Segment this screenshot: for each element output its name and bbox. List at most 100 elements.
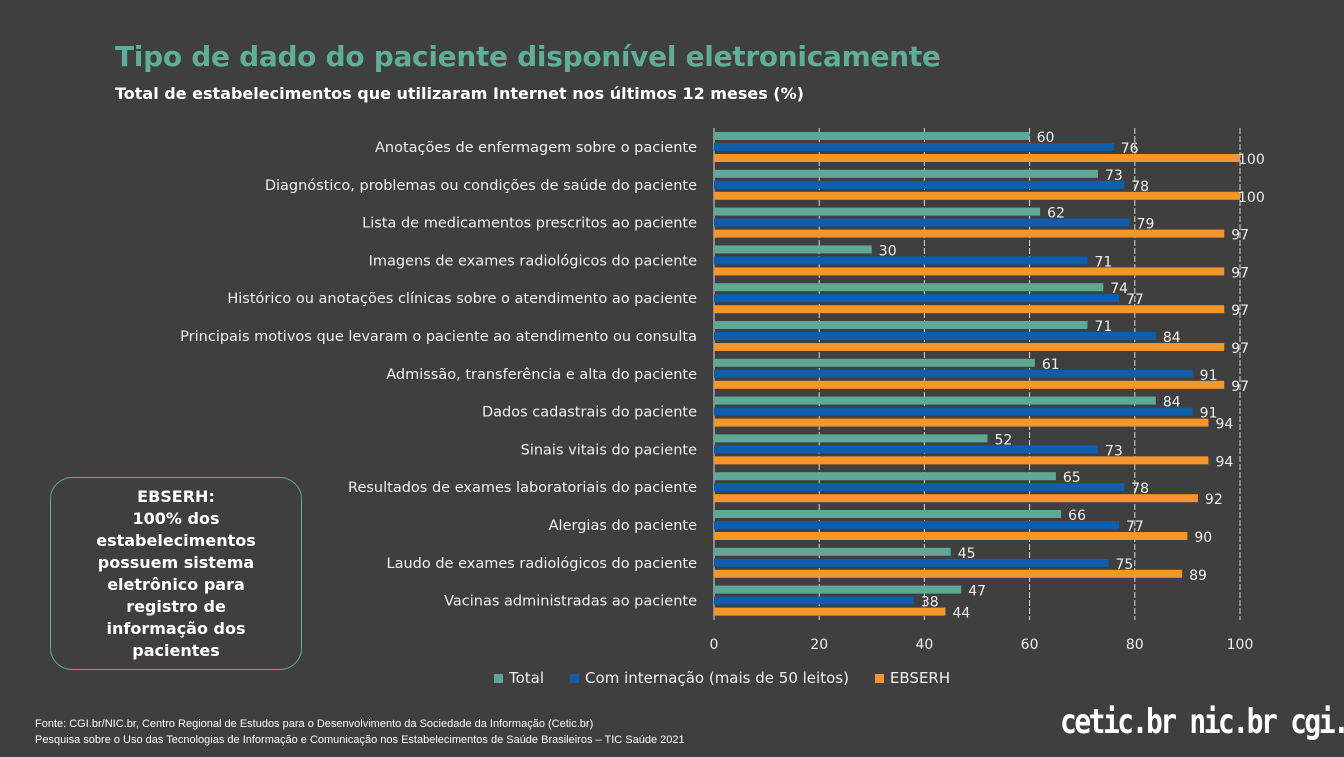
data-label: 100 bbox=[1238, 190, 1265, 206]
bar bbox=[714, 607, 946, 616]
data-label: 97 bbox=[1231, 228, 1249, 244]
data-label: 44 bbox=[952, 606, 970, 622]
bar bbox=[714, 472, 1056, 481]
data-label: 78 bbox=[1131, 481, 1149, 497]
bar bbox=[714, 396, 1156, 405]
x-tick-label: 0 bbox=[710, 637, 719, 653]
legend: Total Com internação (mais de 50 leitos) E… bbox=[494, 669, 950, 687]
data-label: 92 bbox=[1205, 492, 1223, 508]
data-label: 94 bbox=[1215, 417, 1233, 433]
legend-swatch bbox=[494, 673, 503, 683]
data-label: 60 bbox=[1037, 130, 1055, 146]
data-label: 66 bbox=[1068, 508, 1086, 524]
legend-item: EBSERH bbox=[874, 669, 951, 687]
data-label: 78 bbox=[1131, 179, 1149, 195]
category-label: Laudo de exames radiológicos do paciente bbox=[387, 556, 698, 572]
legend-item: Total bbox=[494, 669, 544, 687]
data-label: 73 bbox=[1105, 168, 1123, 184]
data-label: 77 bbox=[1126, 519, 1144, 535]
bar bbox=[714, 267, 1225, 276]
category-label: Sinais vitais do paciente bbox=[521, 442, 697, 458]
data-label: 97 bbox=[1231, 303, 1249, 319]
category-label: Histórico ou anotações clínicas sobre o … bbox=[227, 291, 697, 307]
logo-nic: nic.br bbox=[1189, 702, 1277, 742]
logos: cetic.br nic.br cgi.br bbox=[1060, 702, 1344, 742]
ebserh-callout: EBSERH: 100% dos estabelecimentos possue… bbox=[50, 477, 302, 670]
bar bbox=[714, 569, 1183, 578]
data-label: 97 bbox=[1231, 265, 1249, 281]
data-label: 75 bbox=[1116, 557, 1134, 573]
bar bbox=[714, 585, 962, 594]
data-label: 91 bbox=[1200, 406, 1218, 422]
bar bbox=[714, 143, 1114, 151]
bar bbox=[714, 418, 1209, 427]
bar bbox=[714, 343, 1225, 351]
bar bbox=[714, 256, 1088, 265]
source-note: Fonte: CGI.br/NIC.br, Centro Regional de… bbox=[35, 716, 685, 748]
bar bbox=[714, 132, 1030, 140]
x-tick-label: 100 bbox=[1227, 637, 1254, 653]
data-label: 73 bbox=[1105, 443, 1123, 459]
category-label: Principais motivos que levaram o pacient… bbox=[180, 329, 697, 345]
bar bbox=[714, 445, 1098, 454]
category-label: Diagnóstico, problemas ou condições de s… bbox=[265, 178, 697, 194]
legend-swatch bbox=[874, 673, 884, 683]
legend-swatch bbox=[570, 673, 580, 683]
category-label: Lista de medicamentos prescritos ao paci… bbox=[362, 216, 697, 232]
bar bbox=[714, 229, 1225, 238]
data-label: 89 bbox=[1189, 568, 1207, 584]
bar bbox=[714, 154, 1240, 162]
bar bbox=[714, 380, 1225, 389]
chart-subtitle: Total de estabelecimentos que utilizaram… bbox=[115, 84, 804, 103]
bar bbox=[714, 521, 1120, 529]
data-label: 65 bbox=[1063, 470, 1081, 486]
bar bbox=[714, 369, 1193, 378]
legend-label: EBSERH bbox=[889, 669, 951, 687]
legend-label: Total bbox=[509, 669, 545, 687]
data-label: 71 bbox=[1094, 254, 1112, 270]
bar bbox=[714, 456, 1209, 465]
x-tick-label: 20 bbox=[810, 637, 828, 653]
data-label: 52 bbox=[995, 432, 1013, 448]
category-label: Imagens de exames radiológicos do pacien… bbox=[369, 253, 698, 269]
x-tick-label: 80 bbox=[1126, 637, 1144, 653]
bar bbox=[714, 547, 951, 556]
bar bbox=[714, 532, 1188, 540]
callout-body: 100% dos estabelecimentos possuem sistem… bbox=[96, 508, 256, 660]
bar bbox=[714, 558, 1109, 567]
bar bbox=[714, 510, 1062, 518]
data-label: 79 bbox=[1137, 217, 1155, 233]
bar bbox=[714, 207, 1041, 216]
category-label: Resultados de exames laboratoriais do pa… bbox=[348, 480, 697, 496]
category-label: Alergias do paciente bbox=[549, 518, 697, 534]
data-label: 74 bbox=[1110, 281, 1128, 297]
legend-label: Com internação (mais de 50 leitos) bbox=[585, 669, 849, 687]
chart-title: Tipo de dado do paciente disponível elet… bbox=[115, 40, 941, 73]
category-label: Admissão, transferência e alta do pacien… bbox=[386, 367, 697, 383]
data-label: 97 bbox=[1231, 341, 1249, 357]
data-label: 30 bbox=[879, 243, 897, 259]
data-label: 100 bbox=[1238, 152, 1265, 168]
bar bbox=[714, 596, 914, 605]
data-label: 47 bbox=[968, 584, 986, 600]
callout-heading: EBSERH: bbox=[137, 486, 215, 506]
bar bbox=[714, 483, 1125, 492]
data-label: 77 bbox=[1126, 292, 1144, 308]
bar bbox=[714, 191, 1240, 200]
data-label: 38 bbox=[921, 595, 939, 611]
data-label: 94 bbox=[1215, 454, 1233, 470]
data-label: 90 bbox=[1194, 530, 1212, 546]
source-line-1: Fonte: CGI.br/NIC.br, Centro Regional de… bbox=[35, 718, 594, 730]
bar bbox=[714, 283, 1104, 292]
category-label: Vacinas administradas ao paciente bbox=[444, 594, 697, 610]
data-label: 84 bbox=[1163, 395, 1181, 411]
bar bbox=[714, 169, 1098, 178]
bar bbox=[714, 294, 1120, 303]
x-tick-label: 40 bbox=[915, 637, 933, 653]
legend-item: Com internação (mais de 50 leitos) bbox=[570, 669, 849, 687]
bar bbox=[714, 321, 1088, 329]
bar bbox=[714, 407, 1193, 416]
data-label: 91 bbox=[1200, 368, 1218, 384]
bar bbox=[714, 434, 988, 443]
